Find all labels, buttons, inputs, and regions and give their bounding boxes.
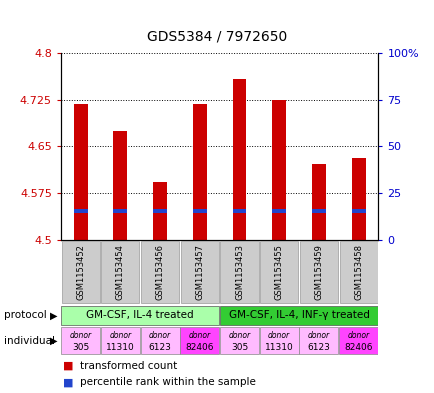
Bar [220,241,258,303]
Text: donor: donor [188,331,210,340]
Bar [153,182,167,240]
Text: GSM1153454: GSM1153454 [116,244,125,300]
Text: donor: donor [307,331,329,340]
Bar [140,327,179,354]
Bar [260,241,298,303]
Bar [74,209,88,213]
Text: transformed count: transformed count [79,361,177,371]
Text: ▶: ▶ [50,336,57,346]
Text: donor: donor [267,331,289,340]
Bar [61,306,219,325]
Text: donor: donor [149,331,171,340]
Text: GSM1153456: GSM1153456 [155,244,164,300]
Bar [101,327,140,354]
Bar [299,327,338,354]
Text: GSM1153455: GSM1153455 [274,244,283,300]
Bar [351,158,365,240]
Bar [141,241,179,303]
Bar [311,164,325,240]
Text: 11310: 11310 [264,343,293,352]
Text: ■: ■ [63,361,73,371]
Text: 11310: 11310 [106,343,135,352]
Bar [113,209,127,213]
Text: donor: donor [228,331,250,340]
Bar [180,327,219,354]
Text: 82406: 82406 [185,343,214,352]
Text: individual: individual [4,336,55,346]
Text: ▶: ▶ [50,310,57,320]
Text: donor: donor [347,331,369,340]
Text: ■: ■ [63,377,73,387]
Text: GSM1153459: GSM1153459 [314,244,322,300]
Bar [220,327,258,354]
Text: GM-CSF, IL-4, INF-γ treated: GM-CSF, IL-4, INF-γ treated [228,310,368,320]
Text: donor: donor [69,331,92,340]
Text: 305: 305 [230,343,247,352]
Bar [299,241,337,303]
Text: GSM1153453: GSM1153453 [234,244,243,300]
Text: 6123: 6123 [307,343,329,352]
Bar [220,306,377,325]
Text: GSM1153458: GSM1153458 [353,244,362,300]
Bar [192,209,206,213]
Bar [232,79,246,240]
Bar [259,327,298,354]
Bar [192,104,206,240]
Bar [272,209,286,213]
Text: GSM1153452: GSM1153452 [76,244,85,300]
Text: 305: 305 [72,343,89,352]
Text: GM-CSF, IL-4 treated: GM-CSF, IL-4 treated [86,310,194,320]
Bar [272,100,286,240]
Text: 82406: 82406 [344,343,372,352]
Bar [61,327,100,354]
Text: GSM1153457: GSM1153457 [195,244,204,300]
Bar [181,241,218,303]
Bar [62,241,99,303]
Bar [101,241,139,303]
Bar [232,209,246,213]
Bar [153,209,167,213]
Bar [339,241,377,303]
Bar [351,209,365,213]
Text: protocol: protocol [4,310,47,320]
Bar [311,209,325,213]
Text: GDS5384 / 7972650: GDS5384 / 7972650 [147,29,287,43]
Bar [339,327,377,354]
Bar [113,131,127,240]
Text: donor: donor [109,331,131,340]
Bar [74,104,88,240]
Text: 6123: 6123 [148,343,171,352]
Text: percentile rank within the sample: percentile rank within the sample [79,377,255,387]
